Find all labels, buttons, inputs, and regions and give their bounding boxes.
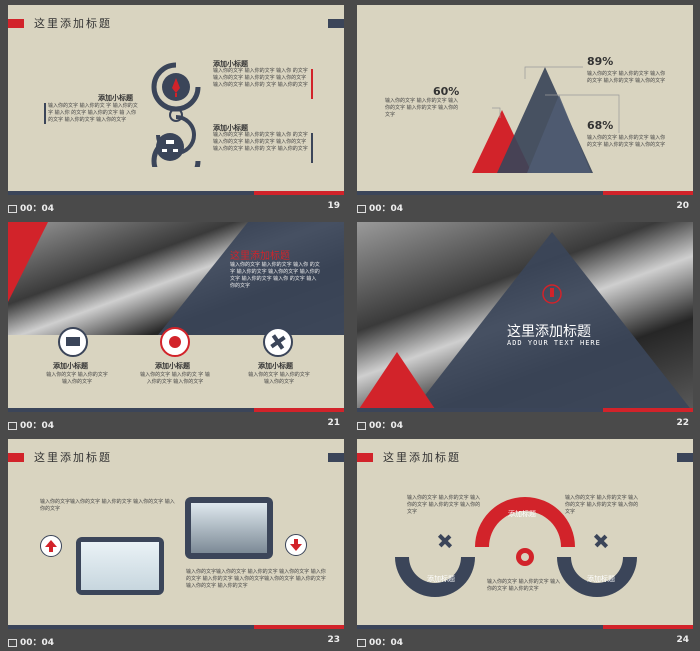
body-89: 输入你的文字 输入你的文字 输入你的文字 输入你的文字 输入你的文字 — [587, 71, 666, 84]
meeting-photo — [81, 542, 159, 590]
slide-duration: 00：04 — [369, 638, 404, 648]
slide-21-thumbnail[interactable]: 这里添加标题 输入你的文字 输入你的文字 输入你 的文字 输入你的文字 输入你的… — [8, 222, 344, 412]
star-icon — [8, 638, 17, 647]
caption-19: 00：04 19 — [8, 201, 344, 217]
text-1: 输入你的文字 输入你的文字 输入你的文字 — [46, 372, 108, 385]
slide-duration: 00：04 — [20, 204, 55, 214]
text-2: 输入你的文字 输入你的文 字 输入你的文字 输入你的文字 — [140, 372, 210, 385]
title-accent-navy — [328, 19, 344, 28]
slide-20-thumbnail[interactable]: 60% 输入你的文字 输入你的文字 输入你的文字 输入你的文字 输入你的文字 8… — [357, 5, 693, 195]
bottom-bar-red — [254, 191, 344, 195]
icon-arc-group — [151, 62, 201, 167]
slide-number: 23 — [327, 635, 340, 645]
label-right: 添加标题 — [587, 575, 615, 583]
slide-number: 21 — [327, 418, 340, 428]
body-60: 输入你的文字 输入你的文字 输入你的文字 输入你的文字 输入你的文字 — [385, 98, 459, 118]
caption-20: 00：04 20 — [357, 201, 693, 217]
slide-duration: 00：04 — [20, 638, 55, 648]
slide-title: 这里添加标题 — [34, 451, 112, 464]
bottom-bar-red — [603, 625, 693, 629]
label-left: 添加标题 — [427, 575, 455, 583]
slide-number: 22 — [676, 418, 689, 428]
slide-duration: 00：04 — [369, 204, 404, 214]
caption-22: 00：04 22 — [357, 418, 693, 434]
bottom-bar-red — [603, 191, 693, 195]
caption-24: 00：04 24 — [357, 635, 693, 651]
star-icon — [8, 421, 17, 430]
body-bottom: 输入你的文字 输入你的文字 输入你的文字 输入你的文字 — [487, 579, 561, 592]
slide-number: 20 — [676, 201, 689, 211]
star-icon — [8, 204, 17, 213]
title-accent-red — [8, 453, 24, 462]
accent-line-red — [311, 69, 313, 99]
sub-left: 添加小标题 — [98, 94, 133, 102]
sub-top: 添加小标题 — [213, 60, 248, 68]
overlay-title: 这里添加标题 — [230, 251, 290, 262]
title-accent-red — [357, 453, 373, 462]
slide-subtitle: ADD YOUR TEXT HERE — [507, 339, 601, 347]
title-accent-navy — [328, 453, 344, 462]
body-right: 输入你的文字 输入你的文字 输入你的文字 输入你的文字 输入你的文字 — [565, 495, 639, 515]
bottom-bar — [8, 408, 344, 412]
star-icon — [357, 638, 366, 647]
body-left: 输入你的文字 输入你的文字 输入你的文字 输入你的文字 输入你的文字 — [407, 495, 481, 515]
overlay-body: 输入你的文字 输入你的文字 输入你 的文字 输入你的文字 输入你的文字 输入你的… — [230, 262, 320, 289]
body-left: 输入你的文字 输入你的文 字 输入你的文字 输入你 的文字 输入你的文字 输 入… — [44, 103, 140, 124]
pct-89: 89% — [587, 55, 614, 68]
bottom-bar — [8, 191, 344, 195]
airplane-icon — [263, 327, 293, 357]
bottom-bar-red — [254, 625, 344, 629]
wave-shape — [395, 497, 637, 597]
text-3: 输入你的文字 输入你的文字 输入你的文字 — [248, 372, 310, 385]
body-bottom: 输入你的文字 输入你的文字 输入你 的文字 输入你的文字 输入你的文字 输入你的… — [213, 132, 308, 152]
triangle-68 — [527, 95, 591, 173]
slide-24-thumbnail[interactable]: 这里添加标题 输入你的文字 输入你的文字 输入你的文字 输入你的文字 输入你的文… — [357, 439, 693, 629]
slide-title: 这里添加标题 — [383, 451, 461, 464]
star-icon — [357, 204, 366, 213]
bottom-bar — [357, 408, 693, 412]
slide-22-thumbnail[interactable]: 这里添加标题 ADD YOUR TEXT HERE — [357, 222, 693, 412]
sub-2: 添加小标题 — [155, 362, 190, 370]
down-arrow-icon — [285, 534, 307, 556]
sub-bottom: 添加小标题 — [213, 124, 248, 132]
body-68: 输入你的文字 输入你的文字 输入你的文字 输入你的文字 输入你的文字 — [587, 135, 666, 148]
bottom-bar — [357, 625, 693, 629]
star-icon — [357, 421, 366, 430]
slide-title: 这里添加标题 — [34, 17, 112, 30]
business-photo-frame — [185, 497, 273, 559]
accent-line-navy — [311, 133, 313, 163]
slide-number: 19 — [327, 201, 340, 211]
slide-number: 24 — [676, 635, 689, 645]
triangle-chart — [472, 66, 620, 173]
sub-3: 添加小标题 — [258, 362, 293, 370]
photo-overlay — [357, 232, 693, 412]
title-accent-navy — [677, 453, 693, 462]
photo-overlay — [8, 222, 344, 335]
up-arrow-icon — [40, 535, 62, 557]
caption-23: 00：04 23 — [8, 635, 344, 651]
meeting-photo-frame — [76, 537, 164, 595]
slide-19-thumbnail[interactable]: 这里添加标题 添加小标题 输入你的文字 输入你的文 字 输入你的文字 输入你 的… — [8, 5, 344, 195]
bottom-bar — [357, 191, 693, 195]
label-top: 添加标题 — [508, 510, 536, 518]
pct-68: 68% — [587, 119, 614, 132]
title-accent-red — [8, 19, 24, 28]
slide-23-thumbnail[interactable]: 这里添加标题 输入你的文字输入你的文字 输入你的文字 输入你的文字 输入你的文字… — [8, 439, 344, 629]
bottom-bar-red — [603, 408, 693, 412]
body-bottom: 输入你的文字输入你的文字 输入你的文字 输入你的文字 输入你的文字 输入你的文字… — [186, 569, 326, 589]
business-photo — [191, 503, 267, 553]
slide-duration: 00：04 — [20, 421, 55, 431]
slide-title: 这里添加标题 — [507, 324, 591, 340]
slide-duration: 00：04 — [369, 421, 404, 431]
gear-icon — [160, 327, 190, 357]
body-top: 输入你的文字 输入你的文字 输入你 的文字 输入你的文字 输入你的文字 输入你的… — [213, 68, 308, 88]
bottom-bar-red — [254, 408, 344, 412]
caption-21: 00：04 21 — [8, 418, 344, 434]
mail-icon — [58, 327, 88, 357]
pct-60: 60% — [433, 85, 460, 98]
body-top: 输入你的文字输入你的文字 输入你的文字 输入你的文字 输入你的文字 — [40, 499, 175, 512]
sub-1: 添加小标题 — [53, 362, 88, 370]
bottom-bar — [8, 625, 344, 629]
